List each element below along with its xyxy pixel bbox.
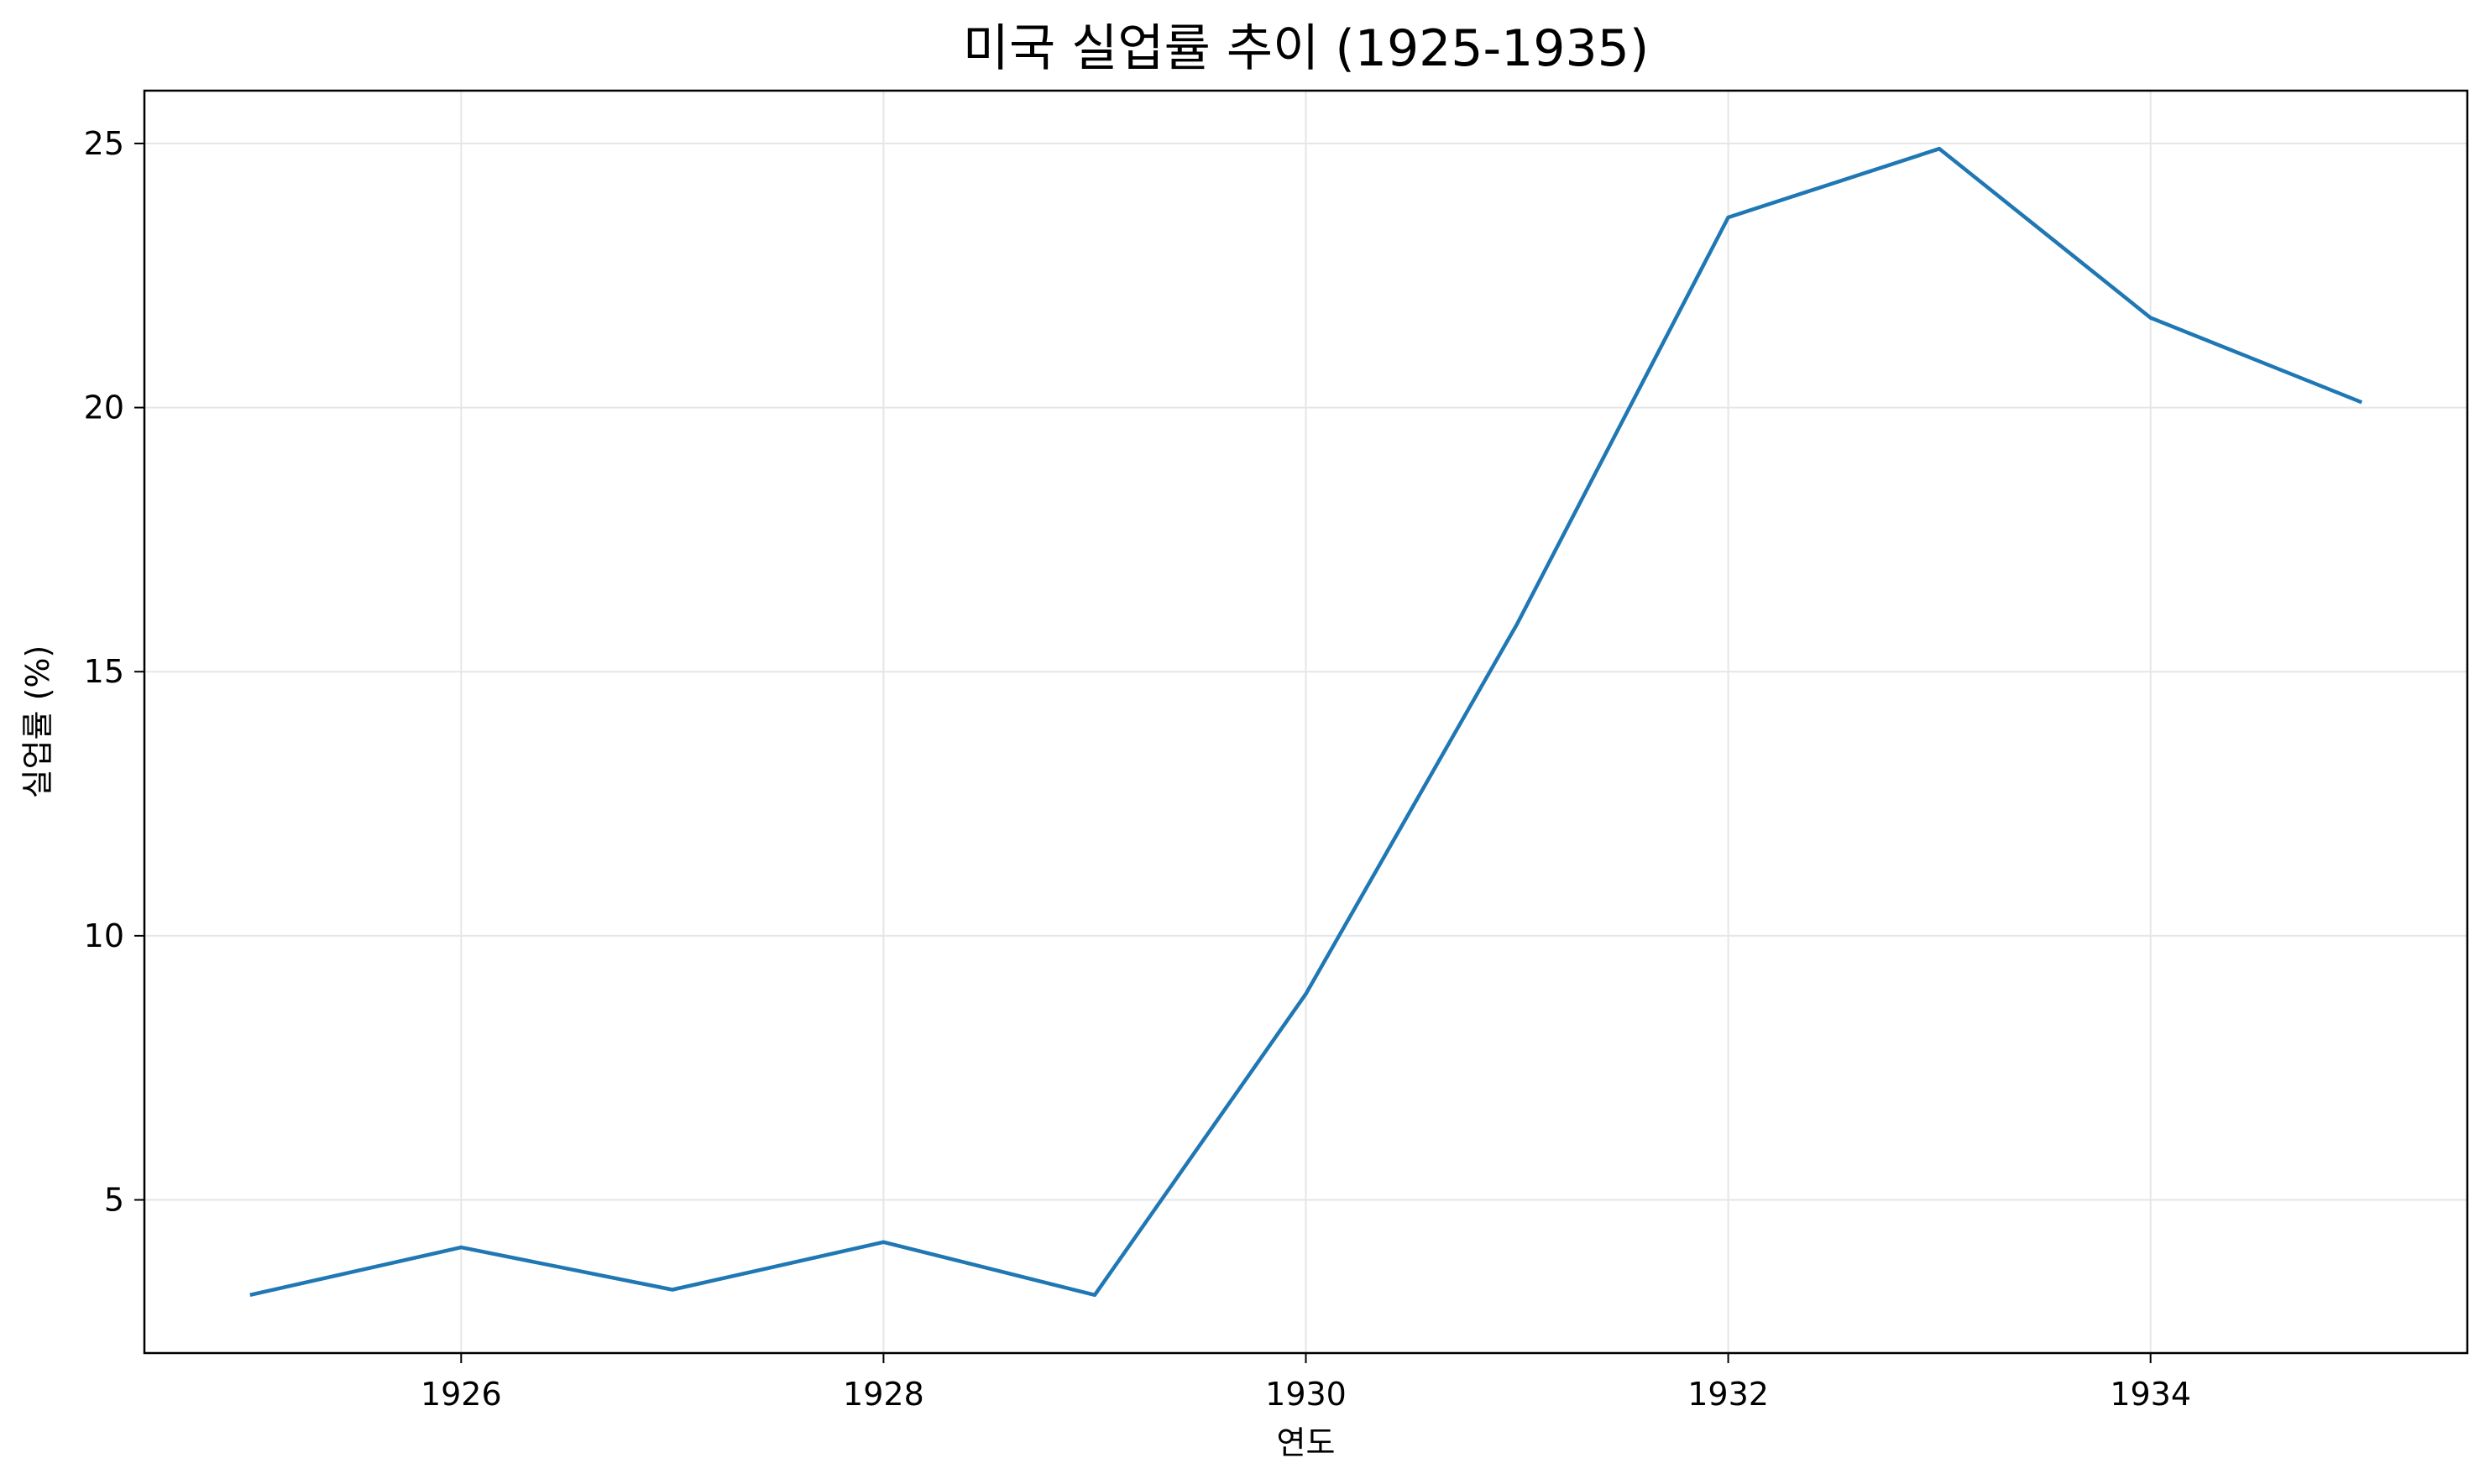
x-tick-label: 1926 <box>421 1376 502 1413</box>
y-axis-ticks: 5 10 15 20 25 <box>84 125 144 1219</box>
y-tick-label: 5 <box>104 1182 124 1219</box>
x-axis-label: 연도 <box>1277 1424 1336 1461</box>
x-tick-label: 1930 <box>1265 1376 1347 1413</box>
y-axis-label: 실업률 (%) <box>19 645 56 799</box>
x-axis-ticks: 1926 1928 1930 1932 1934 <box>421 1353 2191 1413</box>
x-tick-label: 1934 <box>2110 1376 2191 1413</box>
y-tick-label: 25 <box>84 125 124 162</box>
series-line <box>249 146 2363 1298</box>
y-tick-label: 20 <box>84 389 124 426</box>
grid-lines <box>144 91 2467 1353</box>
series-layer <box>249 146 2363 1298</box>
y-tick-label: 15 <box>84 653 124 690</box>
x-tick-label: 1932 <box>1687 1376 1769 1413</box>
chart-title: 미국 실업률 추이 (1925-1935) <box>963 19 1649 78</box>
x-tick-label: 1928 <box>843 1376 924 1413</box>
y-tick-label: 10 <box>84 917 124 954</box>
